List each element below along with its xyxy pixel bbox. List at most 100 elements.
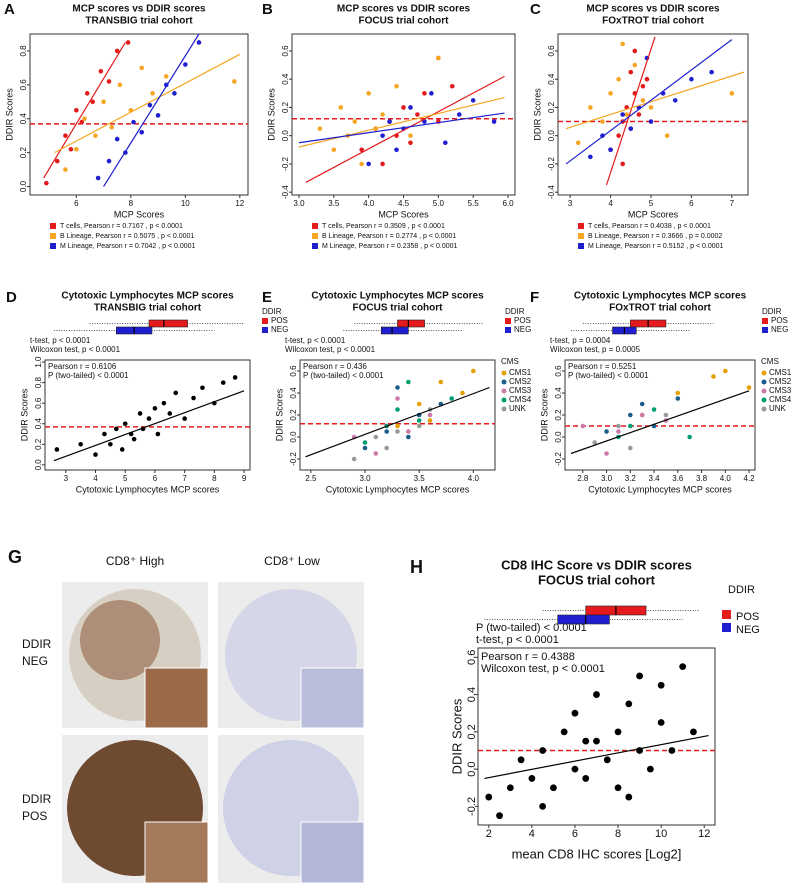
x-axis-label: Cytotoxic Lymphocytes MCP scores (326, 484, 470, 494)
point (560, 728, 568, 736)
y-axis-label: DDIR Scores (19, 388, 29, 441)
y-axis-label: DDIR Scores (449, 698, 464, 774)
trend-line (305, 386, 490, 458)
point (648, 119, 654, 124)
y-axis-label: DDIR Scores (539, 388, 549, 441)
point (362, 445, 368, 451)
y-axis-label: DDIR Scores (266, 88, 276, 141)
point (689, 76, 694, 82)
legend-title: CMS (501, 357, 519, 366)
point (394, 147, 399, 153)
point (172, 91, 177, 96)
trend-line (305, 75, 505, 183)
y-tick-label: 0.4 (547, 73, 556, 85)
legend-swatch (50, 243, 56, 249)
point (620, 41, 625, 47)
legend-swatch (578, 223, 584, 229)
point (395, 396, 400, 401)
y-axis-label: DDIR Scores (532, 88, 542, 141)
x-tick-label: 3.0 (359, 474, 371, 483)
point (664, 133, 670, 138)
legend-label: CMS1 (769, 368, 792, 377)
x-tick-label: 8 (615, 828, 621, 840)
legend-swatch (761, 370, 767, 376)
point (152, 406, 158, 411)
legend-label: NEG (736, 624, 760, 636)
point (571, 765, 579, 773)
y-tick-label: 0.4 (289, 387, 298, 399)
legend-swatch (761, 397, 767, 403)
annotation: P (two-tailed) < 0.0001 (48, 371, 129, 380)
point (232, 375, 238, 380)
point (460, 390, 465, 396)
x-tick-label: 8 (129, 199, 134, 208)
point (416, 423, 422, 429)
point (443, 140, 448, 146)
point (711, 374, 716, 379)
point (408, 140, 413, 146)
point (729, 91, 735, 96)
row-label: POS (22, 809, 47, 823)
legend-swatch (262, 327, 268, 333)
panel-letter: F (530, 289, 539, 306)
annotation: Wilcoxon test, p < 0.0001 (481, 663, 605, 675)
point (588, 154, 593, 160)
point (200, 385, 205, 391)
point (338, 105, 344, 110)
inset (144, 821, 209, 884)
legend-title: DDIR (262, 307, 282, 316)
chart-title: Cytotoxic Lymphocytes MCP scores (574, 291, 747, 302)
legend-swatch (501, 406, 507, 412)
point (580, 423, 586, 429)
point (496, 812, 503, 820)
x-tick-label: 10 (655, 828, 667, 840)
point (63, 167, 68, 172)
x-tick-label: 6 (153, 474, 158, 483)
legend-swatch (578, 243, 584, 249)
legend-title: CMS (761, 357, 779, 366)
y-tick-label: 0.4 (466, 687, 478, 702)
point (102, 431, 107, 437)
point (139, 65, 145, 71)
point (163, 74, 169, 79)
legend-label: CMS3 (769, 386, 792, 395)
y-axis-label: DDIR Scores (274, 388, 284, 441)
point (114, 136, 120, 142)
point (575, 140, 581, 146)
y-tick-label: 0.2 (34, 438, 43, 450)
point (614, 784, 622, 792)
point (147, 102, 153, 108)
point (646, 765, 654, 773)
annotation: Wilcoxon test, p < 0.0001 (30, 345, 121, 354)
point (44, 180, 49, 186)
point (373, 434, 379, 440)
point (54, 158, 60, 164)
point (632, 48, 638, 54)
y-tick-label: -0.4 (281, 185, 290, 199)
point (351, 456, 357, 462)
point (106, 158, 112, 164)
point (359, 161, 364, 167)
point (401, 105, 406, 110)
y-tick-label: -0.2 (547, 156, 556, 170)
point (471, 368, 476, 374)
trend-line (484, 734, 709, 780)
row-label: DDIR (22, 792, 52, 806)
legend-swatch (722, 610, 731, 619)
panel-letter: G (8, 547, 22, 567)
y-tick-label: 0.0 (281, 130, 290, 142)
stain (80, 600, 160, 680)
point (491, 119, 497, 124)
legend-swatch (761, 406, 767, 412)
point (109, 124, 115, 130)
x-tick-label: 3.5 (328, 199, 340, 208)
y-tick-label: 0.2 (466, 724, 478, 739)
x-axis-label: mean CD8 IHC scores [Log2] (512, 846, 682, 861)
chart-title: MCP scores vs DDIR scores (72, 4, 206, 15)
legend-swatch (505, 318, 511, 324)
chart-title: CD8 IHC Score vs DDIR scores (501, 557, 692, 572)
legend-label: NEG (771, 325, 788, 334)
x-axis-label: MCP Scores (378, 209, 429, 219)
x-axis-label: Cytotoxic Lymphocytes MCP scores (76, 484, 220, 494)
point (528, 775, 536, 782)
